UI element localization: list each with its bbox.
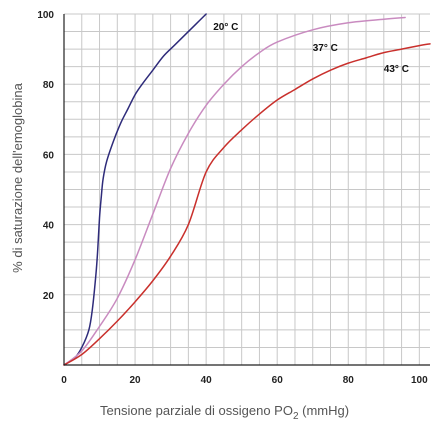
tick-labels-layer: 0 20 40 60 80 100 20 40 60 80 100 xyxy=(37,10,428,386)
y-tick-label: 60 xyxy=(43,150,55,161)
y-tick-label: 100 xyxy=(37,10,54,21)
x-axis-title-main: Tensione parziale di ossigeno PO xyxy=(100,403,293,418)
x-tick-label: 80 xyxy=(343,375,355,386)
y-tick-label: 20 xyxy=(43,291,55,302)
y-tick-label: 80 xyxy=(43,80,55,91)
x-axis-title: Tensione parziale di ossigeno PO2 (mmHg) xyxy=(100,403,349,422)
y-tick-label: 40 xyxy=(43,221,55,232)
x-tick-label: 60 xyxy=(272,375,284,386)
grid-layer xyxy=(64,13,430,365)
y-axis-title: % di saturazione dell'emoglobina xyxy=(10,82,25,272)
series-line-37cc xyxy=(63,16,406,366)
x-tick-label: 20 xyxy=(130,375,142,386)
curve-labels-layer: 20° C 37° C 43° C xyxy=(213,22,409,75)
x-tick-label: 100 xyxy=(411,375,428,386)
x-axis-title-unit: (mmHg) xyxy=(299,403,350,418)
series-layer xyxy=(63,13,431,366)
curve-label: 20° C xyxy=(213,22,238,33)
x-tick-label: 40 xyxy=(201,375,213,386)
x-axis-title-subscript: 2 xyxy=(293,411,299,422)
curve-label: 43° C xyxy=(384,64,409,75)
series-line-43cc xyxy=(63,43,431,366)
axes-layer xyxy=(63,14,430,366)
series-line-20cc xyxy=(63,13,207,366)
x-tick-label: 0 xyxy=(61,375,67,386)
curve-label: 37° C xyxy=(313,43,338,54)
